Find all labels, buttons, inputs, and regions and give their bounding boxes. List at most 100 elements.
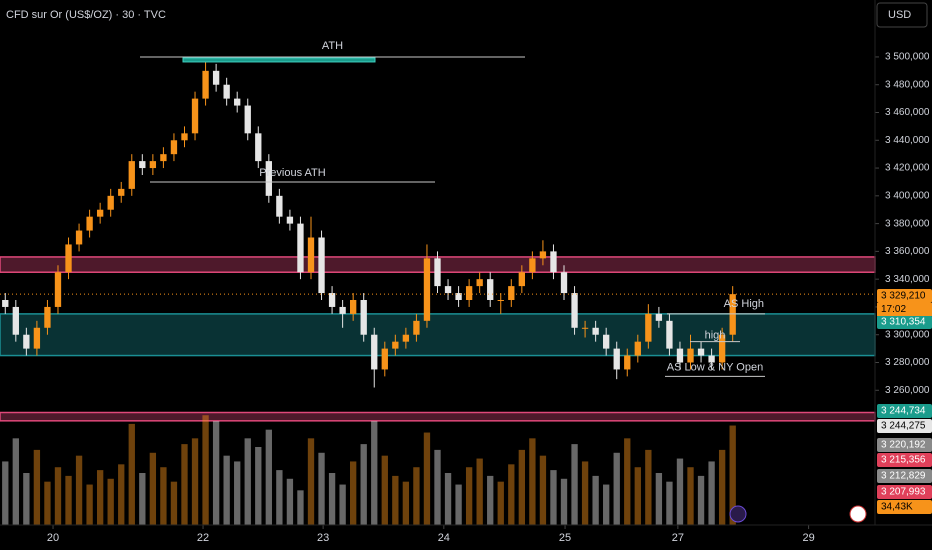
- candle-body: [560, 272, 568, 294]
- y-tick-label: 3 340,000: [885, 274, 930, 285]
- candle-body: [276, 195, 283, 217]
- volume-bar: [413, 467, 420, 525]
- volume-bar: [465, 467, 473, 525]
- volume-bar: [444, 473, 452, 525]
- candle-body: [170, 140, 178, 155]
- y-tick-label: 3 400,000: [885, 190, 930, 201]
- volume-bar: [149, 452, 157, 525]
- volume-bar: [181, 444, 188, 525]
- volume-bar: [12, 438, 19, 525]
- candle-body: [33, 327, 41, 349]
- y-tick-label: 3 440,000: [885, 135, 930, 146]
- event-icon[interactable]: [729, 505, 747, 523]
- x-tick-label: 23: [317, 532, 329, 544]
- candle-body: [634, 341, 641, 356]
- volume-bar: [107, 478, 114, 525]
- candle-body: [455, 293, 462, 300]
- candle-body: [244, 105, 251, 134]
- y-tick-label: 3 360,000: [885, 246, 930, 257]
- candle-body: [497, 300, 504, 301]
- candle-body: [518, 272, 525, 287]
- volume-bar: [265, 429, 272, 525]
- candle-body: [297, 223, 304, 273]
- candle-body: [413, 320, 420, 335]
- volume-bar: [634, 467, 641, 525]
- volume-bar: [666, 481, 673, 525]
- volume-bar: [23, 473, 30, 525]
- price-tag-label: 3 244,734: [881, 406, 926, 417]
- candle-body: [23, 334, 30, 349]
- volume-bar: [645, 449, 652, 525]
- level-label: high: [705, 330, 726, 342]
- zone: [0, 313, 876, 357]
- x-tick-label: 29: [802, 532, 814, 544]
- candle-body: [676, 348, 684, 363]
- candle-body: [539, 251, 547, 259]
- candle-body: [202, 70, 209, 99]
- volume-bar: [128, 423, 135, 525]
- volume-bar: [160, 467, 167, 525]
- currency-label: USD: [888, 9, 911, 21]
- y-tick-label: 3 480,000: [885, 79, 930, 90]
- y-tick-label: 3 300,000: [885, 329, 930, 340]
- currency-button[interactable]: [876, 2, 928, 28]
- price-tag: [877, 485, 932, 499]
- price-tag: [877, 500, 932, 514]
- candle-body: [465, 286, 473, 300]
- price-tag-label: 34,43K: [881, 502, 913, 513]
- price-tag: [877, 453, 932, 467]
- candle-body: [423, 258, 431, 321]
- volume-bar: [624, 438, 631, 525]
- volume-bar: [560, 478, 568, 525]
- volume-bar: [276, 470, 283, 525]
- volume-bar: [65, 475, 72, 525]
- candle-body: [212, 70, 220, 85]
- volume-bar: [476, 458, 483, 525]
- price-tag: [877, 289, 932, 303]
- volume-bar: [603, 484, 610, 525]
- volume-bar: [2, 461, 9, 525]
- volume-bar: [54, 467, 62, 525]
- candle-body: [603, 334, 610, 349]
- candle-body: [718, 334, 726, 363]
- candle-body: [360, 300, 367, 335]
- price-tag-label: 3 215,356: [881, 455, 926, 466]
- candle-body: [86, 216, 93, 231]
- volume-bar: [529, 438, 536, 525]
- price-tag: [877, 469, 932, 483]
- volume-bar: [676, 458, 684, 525]
- volume-bar: [360, 444, 367, 525]
- volume-bar: [497, 481, 504, 525]
- candle-body: [307, 237, 315, 273]
- volume-bar: [33, 449, 41, 525]
- volume-bar: [381, 455, 388, 525]
- level-label: ATH: [322, 40, 343, 52]
- candle-body: [402, 334, 410, 342]
- candle-body: [286, 216, 294, 224]
- candle-body: [96, 209, 104, 217]
- candle-body: [508, 286, 515, 300]
- price-tag: [877, 315, 932, 329]
- candle-body: [708, 355, 715, 363]
- candle-body: [581, 327, 589, 329]
- candle-body: [434, 258, 441, 287]
- y-tick-label: 3 460,000: [885, 107, 930, 118]
- volume-bar: [371, 421, 378, 525]
- level-label: Previous ATH: [259, 167, 325, 179]
- volume-bar: [223, 455, 230, 525]
- volume-bar: [729, 425, 736, 525]
- volume-bar: [202, 415, 209, 525]
- candle-body: [75, 230, 83, 245]
- candle-body: [645, 313, 652, 342]
- candle-body: [234, 98, 241, 106]
- candle-body: [339, 306, 346, 314]
- x-tick-label: 20: [47, 532, 59, 544]
- y-tick-label: 3 500,000: [885, 52, 930, 63]
- flag-icon[interactable]: [849, 505, 867, 523]
- volume-bar: [571, 444, 578, 525]
- volume-bar: [518, 449, 525, 525]
- chart-title: CFD sur Or (US$/OZ) · 30 · TVC: [6, 9, 166, 21]
- volume-bar: [244, 438, 251, 525]
- level-label: AS High: [724, 298, 764, 310]
